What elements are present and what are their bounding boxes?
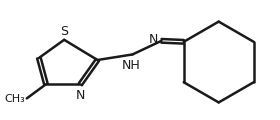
Text: NH: NH xyxy=(122,59,141,72)
Text: S: S xyxy=(60,25,68,38)
Text: N: N xyxy=(76,89,85,102)
Text: N: N xyxy=(149,33,158,46)
Text: CH₃: CH₃ xyxy=(4,94,25,104)
